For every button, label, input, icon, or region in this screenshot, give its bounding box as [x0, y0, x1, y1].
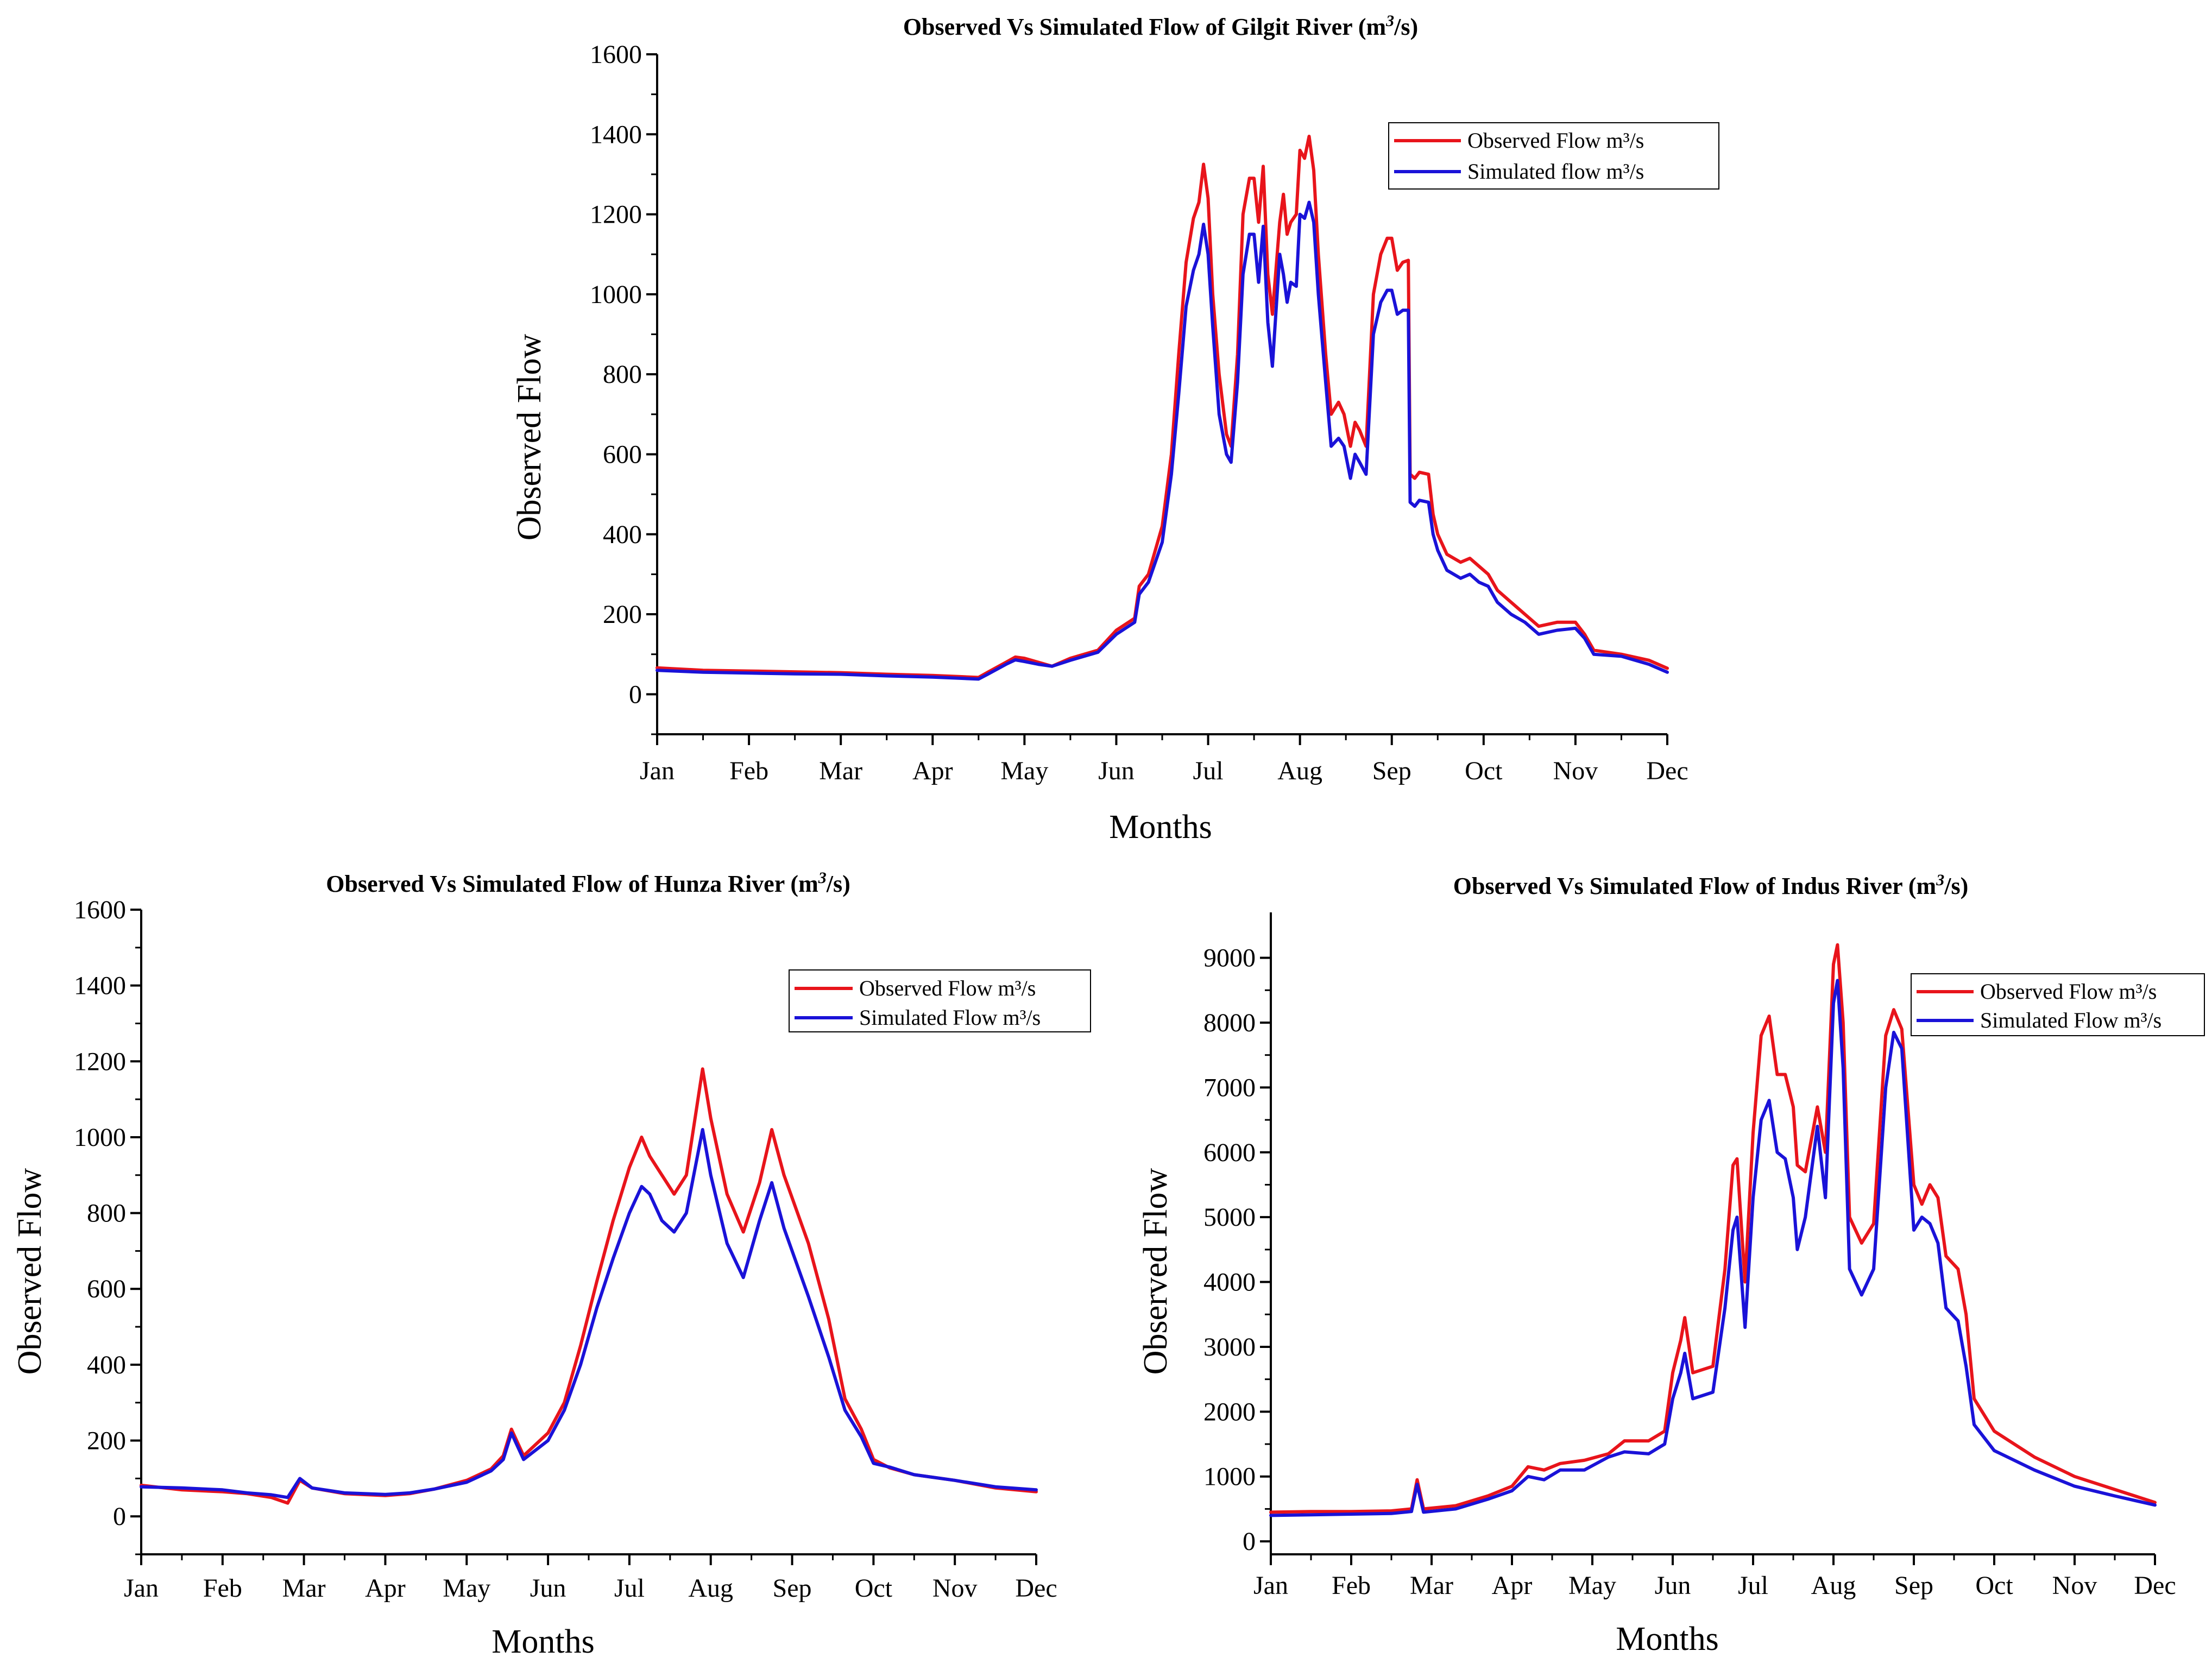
- plot-area: 0 200 400 600 800 1000 1200 1400 1600 Jan Feb Mar Ap…: [74, 896, 1057, 1603]
- y-tick-label: 0: [629, 680, 642, 709]
- x-tick-label: Jul: [614, 1574, 645, 1603]
- x-tick-label: Feb: [203, 1574, 242, 1603]
- y-tick-label: 6000: [1203, 1138, 1256, 1167]
- y-tick-label: 400: [87, 1351, 126, 1379]
- x-tick-label: Mar: [819, 757, 862, 785]
- x-tick-label: Jun: [1655, 1571, 1691, 1600]
- x-tick-label: Jan: [124, 1574, 159, 1603]
- legend: Observed Flow m³/s Simulated Flow m³/s: [1911, 973, 2205, 1036]
- y-tick-label: 1000: [1203, 1463, 1256, 1491]
- series-line-observed: [140, 1067, 1038, 1505]
- y-tick-label: 1000: [74, 1123, 126, 1152]
- chart-indus: Observed Vs Simulated Flow of Indus Rive…: [1137, 871, 2205, 1658]
- series-line-simulated: [1269, 979, 2157, 1517]
- x-tick-label: Dec: [1015, 1574, 1057, 1603]
- x-tick-label: Mar: [1410, 1571, 1453, 1600]
- x-tick-label: Apr: [912, 757, 953, 785]
- y-tick-label: 800: [87, 1199, 126, 1228]
- x-tick-label: Sep: [773, 1574, 812, 1603]
- legend: Observed Flow m³/s Simulated Flow m³/s: [789, 969, 1091, 1032]
- x-tick-label: Jan: [1253, 1571, 1288, 1600]
- chart-gilgit: Observed Vs Simulated Flow of Gilgit Riv…: [511, 12, 1719, 846]
- x-tick-label: Nov: [2052, 1571, 2097, 1600]
- y-tick-label: 4000: [1203, 1268, 1256, 1297]
- x-tick-label: Jun: [1098, 757, 1135, 785]
- x-tick-label: May: [1000, 757, 1048, 785]
- x-tick-label: Oct: [1975, 1571, 2013, 1600]
- y-tick-label: 200: [603, 600, 642, 629]
- y-tick-label: 2000: [1203, 1397, 1256, 1426]
- x-axis-label: Months: [491, 1623, 594, 1660]
- x-tick-label: Jun: [530, 1574, 566, 1603]
- series-line-simulated: [656, 200, 1669, 681]
- y-tick-label: 5000: [1203, 1203, 1256, 1232]
- x-tick-label: Jul: [1193, 757, 1224, 785]
- x-axis-label: Months: [1109, 809, 1212, 846]
- y-tick-label: 800: [603, 360, 642, 389]
- series-line-simulated: [140, 1128, 1038, 1499]
- y-tick-label: 1400: [74, 972, 126, 1000]
- x-tick-label: May: [443, 1574, 490, 1603]
- y-tick-label: 1200: [590, 200, 642, 229]
- y-axis-label: Observed Flow: [11, 1168, 48, 1375]
- y-tick-label: 8000: [1203, 1009, 1256, 1037]
- y-tick-label: 0: [1243, 1527, 1256, 1556]
- x-tick-label: Nov: [1553, 757, 1598, 785]
- y-tick-label: 1200: [74, 1047, 126, 1076]
- legend-box: [1388, 122, 1719, 190]
- x-tick-label: Oct: [855, 1574, 893, 1603]
- x-tick-label: Nov: [932, 1574, 978, 1603]
- legend-label-simulated: Simulated Flow m³/s: [1980, 1008, 2161, 1032]
- y-tick-label: 1000: [590, 280, 642, 309]
- x-tick-label: Apr: [1492, 1571, 1533, 1600]
- chart-hunza: Observed Vs Simulated Flow of Hunza Rive…: [11, 869, 1091, 1660]
- plot-area: 0 1000 2000 3000 4000 5000 6000 7000 8000 9000 Jan…: [1203, 912, 2176, 1600]
- series-line-observed: [656, 135, 1669, 679]
- x-tick-label: Oct: [1465, 757, 1503, 785]
- chart-title: Observed Vs Simulated Flow of Hunza Rive…: [326, 869, 850, 897]
- x-tick-label: Feb: [729, 757, 768, 785]
- x-tick-label: Apr: [365, 1574, 406, 1603]
- x-tick-label: Jan: [640, 757, 675, 785]
- y-tick-label: 600: [603, 440, 642, 469]
- x-tick-label: May: [1568, 1571, 1616, 1600]
- chart-title: Observed Vs Simulated Flow of Gilgit Riv…: [903, 12, 1418, 40]
- x-tick-label: Sep: [1894, 1571, 1933, 1600]
- series-line-observed: [1269, 943, 2157, 1514]
- x-tick-label: Dec: [1646, 757, 1688, 785]
- legend-label-observed: Observed Flow m³/s: [1467, 128, 1644, 153]
- y-tick-label: 3000: [1203, 1333, 1256, 1362]
- legend-label-observed: Observed Flow m³/s: [1980, 979, 2157, 1004]
- legend: Observed Flow m³/s Simulated flow m³/s: [1388, 122, 1719, 190]
- legend-label-simulated: Simulated Flow m³/s: [859, 1005, 1041, 1030]
- legend-box: [1911, 973, 2205, 1036]
- y-tick-label: 1600: [74, 896, 126, 924]
- x-tick-label: Dec: [2134, 1571, 2176, 1600]
- y-axis-label: Observed Flow: [1137, 1168, 1174, 1375]
- y-tick-label: 400: [603, 520, 642, 549]
- y-tick-label: 1400: [590, 120, 642, 149]
- x-axis-label: Months: [1616, 1621, 1718, 1658]
- y-tick-label: 7000: [1203, 1073, 1256, 1102]
- x-tick-label: Aug: [1811, 1571, 1856, 1600]
- x-tick-label: Aug: [688, 1574, 733, 1603]
- plot-area: 0 200 400 600 800 1000 1200 1400 1600 Jan Feb Mar Ap…: [590, 40, 1688, 785]
- x-tick-label: Jul: [1738, 1571, 1768, 1600]
- y-axis-label: Observed Flow: [511, 333, 548, 540]
- y-tick-label: 9000: [1203, 944, 1256, 973]
- y-tick-label: 200: [87, 1427, 126, 1455]
- y-tick-label: 600: [87, 1275, 126, 1303]
- x-tick-label: Feb: [1332, 1571, 1371, 1600]
- x-tick-label: Mar: [282, 1574, 326, 1603]
- y-tick-label: 1600: [590, 40, 642, 69]
- chart-title: Observed Vs Simulated Flow of Indus Rive…: [1453, 871, 1968, 899]
- y-tick-label: 0: [113, 1502, 126, 1531]
- legend-label-observed: Observed Flow m³/s: [859, 976, 1036, 1000]
- legend-box: [789, 969, 1091, 1032]
- x-tick-label: Aug: [1277, 757, 1322, 785]
- legend-label-simulated: Simulated flow m³/s: [1467, 159, 1644, 184]
- x-tick-label: Sep: [1372, 757, 1411, 785]
